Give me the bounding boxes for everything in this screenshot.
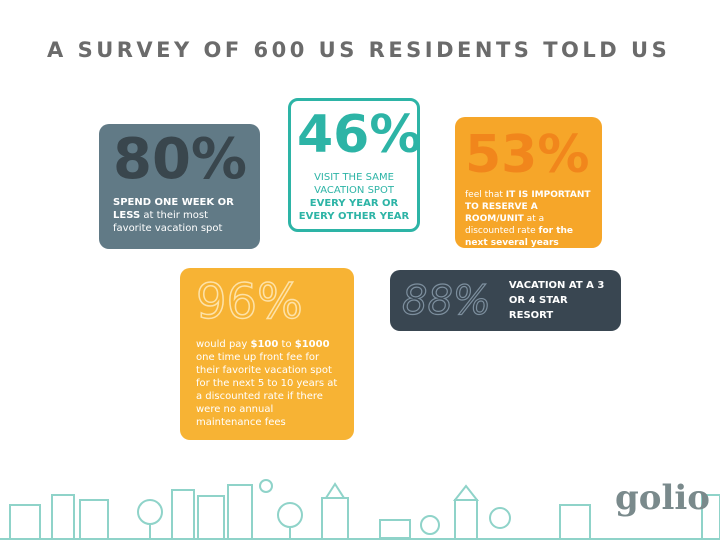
stat-card: 53% feel that IT IS IMPORTANT TO RESERVE … (455, 117, 602, 248)
title: A SURVEY OF 600 US RESIDENTS TOLD US (47, 38, 671, 62)
stat-card: 88% VACATION AT A 3 OR 4 STAR RESORT (390, 270, 621, 331)
stat-value: 46% (297, 105, 422, 165)
stat-card: 96% would pay $100 to $1000 one time up f… (180, 268, 354, 440)
description-text: would pay (196, 339, 251, 350)
description-text: IT IS IMPORTANT TO RESERVE A ROOM/UNIT (465, 190, 591, 224)
stat-description: would pay $100 to $1000 one time up fron… (196, 338, 341, 429)
stat-description: SPEND ONE WEEK OR LESS at their most fav… (113, 196, 243, 235)
stat-description: VACATION AT A 3 OR 4 STAR RESORT (509, 278, 609, 323)
description-text: EVERY YEAR OR EVERY OTHER YEAR (298, 198, 410, 222)
description-text: at their most favorite vacation spot (113, 210, 223, 234)
description-text: SPEND ONE WEEK OR LESS (113, 197, 234, 221)
stat-card: 80% SPEND ONE WEEK OR LESS at their most … (99, 124, 260, 249)
description-text: feel that (465, 190, 506, 200)
stat-value: 88% (401, 277, 491, 324)
description-text: VISIT THE SAME VACATION SPOT (314, 172, 394, 196)
description-text: to (278, 339, 295, 350)
description-text: $1000 (294, 339, 330, 350)
description-text: for the next several years (465, 226, 574, 248)
stat-value: 80% (113, 127, 248, 192)
description-text: $100 (250, 339, 279, 350)
description-text: VACATION AT A 3 OR 4 STAR RESORT (508, 280, 605, 321)
logo: golio (615, 478, 710, 518)
stat-value: 96% (195, 274, 303, 330)
stat-description: VISIT THE SAME VACATION SPOT EVERY YEAR … (297, 171, 411, 223)
description-text: at a discounted rate (465, 214, 545, 236)
stat-value: 53% (465, 125, 590, 185)
description-text: one time up front fee for their favorite… (196, 352, 338, 428)
stat-card: 46% VISIT THE SAME VACATION SPOT EVERY YE… (288, 98, 422, 232)
stat-description: feel that IT IS IMPORTANT TO RESERVE A R… (465, 189, 592, 249)
